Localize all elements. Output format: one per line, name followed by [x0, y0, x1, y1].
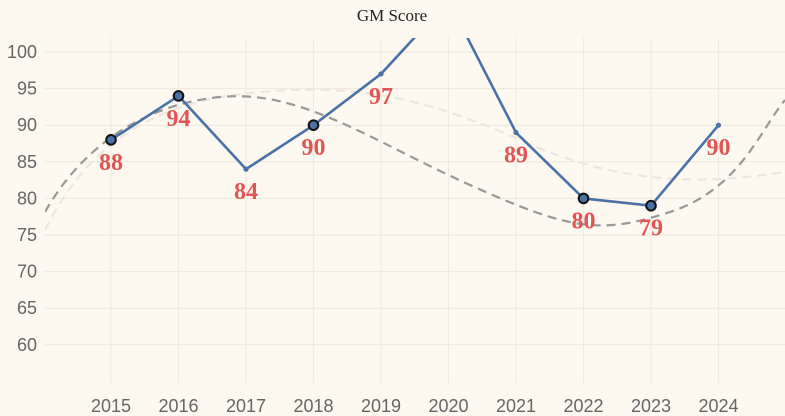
data-label: 94 [167, 106, 191, 132]
y-axis-ticks: 100 95 90 85 80 75 70 65 60 [7, 42, 37, 355]
x-tick-label: 2019 [361, 396, 401, 416]
plot-clipped [45, 0, 785, 231]
x-axis-ticks: 2015 2016 2017 2018 2019 2020 2021 2022 2023 2024 [91, 396, 739, 416]
x-tick-label: 2024 [698, 396, 738, 416]
data-point [446, 0, 451, 3]
x-tick-label: 2020 [428, 396, 468, 416]
plot-area: 88 94 84 90 97 89 80 79 90 [45, 0, 785, 242]
data-point [243, 166, 249, 172]
y-tick-label: 100 [7, 42, 37, 62]
x-tick-label: 2018 [293, 396, 333, 416]
y-tick-label: 75 [17, 225, 37, 245]
chart-title: GM Score [357, 6, 427, 25]
data-point-highlight [307, 119, 320, 131]
y-tick-label: 85 [17, 152, 37, 172]
data-label: 84 [234, 179, 258, 205]
y-tick-label: 60 [17, 335, 37, 355]
series-line [110, 38, 720, 208]
data-label: 89 [504, 143, 528, 169]
x-tick-label: 2021 [496, 396, 536, 416]
y-tick-label: 70 [17, 262, 37, 282]
x-tick-label: 2016 [158, 396, 198, 416]
x-tick-label: 2017 [226, 396, 266, 416]
data-point-highlight [172, 90, 185, 102]
data-label: 80 [572, 208, 596, 234]
grid-lines [45, 38, 785, 383]
y-tick-label: 90 [17, 115, 37, 135]
data-label: 90 [302, 135, 326, 161]
data-point [378, 71, 384, 77]
trendline-dark [45, 95, 785, 227]
y-tick-label: 80 [17, 188, 37, 208]
y-tick-label: 65 [17, 298, 37, 318]
y-tick-label: 95 [17, 79, 37, 99]
data-point [513, 129, 519, 136]
data-point [715, 122, 722, 128]
data-point-highlight [577, 192, 590, 205]
data-label: 79 [639, 216, 663, 242]
x-tick-label: 2022 [563, 396, 603, 416]
data-label: 88 [99, 150, 123, 176]
data-label: 90 [707, 135, 731, 161]
data-label: 97 [369, 84, 393, 110]
data-point-highlight [105, 134, 117, 146]
x-tick-label: 2015 [91, 396, 131, 416]
data-point-highlight [645, 199, 657, 212]
trendline-light [45, 88, 785, 231]
x-tick-label: 2023 [631, 396, 671, 416]
